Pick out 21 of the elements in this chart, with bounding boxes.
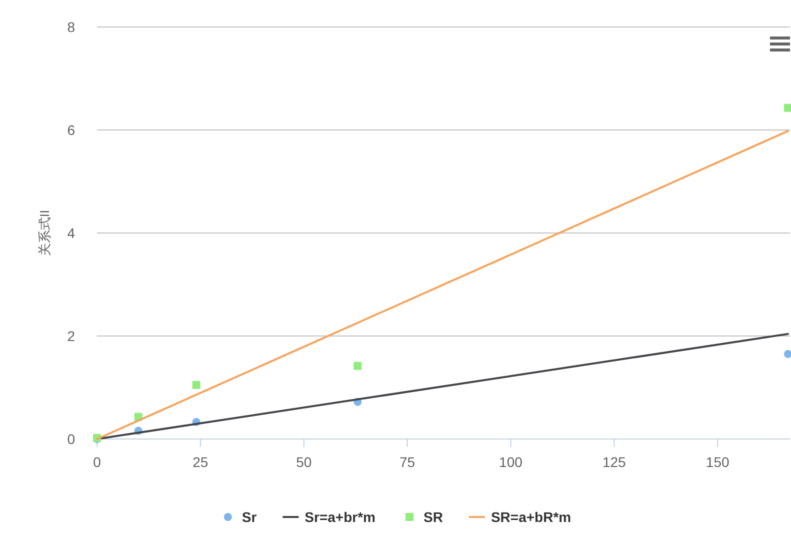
y-tick-label: 2 bbox=[67, 328, 76, 344]
legend-label: SR bbox=[424, 509, 443, 525]
x-tick-label: 0 bbox=[93, 454, 102, 470]
legend-label: Sr=a+br*m bbox=[304, 509, 376, 525]
point bbox=[192, 380, 200, 389]
x-tick-label: 100 bbox=[499, 454, 523, 470]
x-tick-label: 125 bbox=[602, 454, 626, 470]
legend-label: Sr bbox=[242, 509, 258, 525]
y-tick-label: 0 bbox=[67, 431, 76, 447]
x-tick-label: 50 bbox=[296, 454, 312, 470]
point bbox=[354, 362, 362, 370]
x-tick-label: 25 bbox=[192, 454, 208, 470]
point bbox=[784, 350, 791, 358]
y-tick-label: 4 bbox=[67, 225, 76, 241]
x-tick-label: 75 bbox=[400, 454, 416, 470]
y-tick-label: 8 bbox=[67, 19, 76, 35]
point bbox=[784, 104, 791, 112]
x-tick-label: 150 bbox=[706, 454, 730, 470]
y-tick-label: 6 bbox=[67, 122, 76, 138]
legend-label: SR=a+bR*m bbox=[490, 509, 572, 525]
y-axis-title: 关系式II bbox=[37, 210, 52, 256]
